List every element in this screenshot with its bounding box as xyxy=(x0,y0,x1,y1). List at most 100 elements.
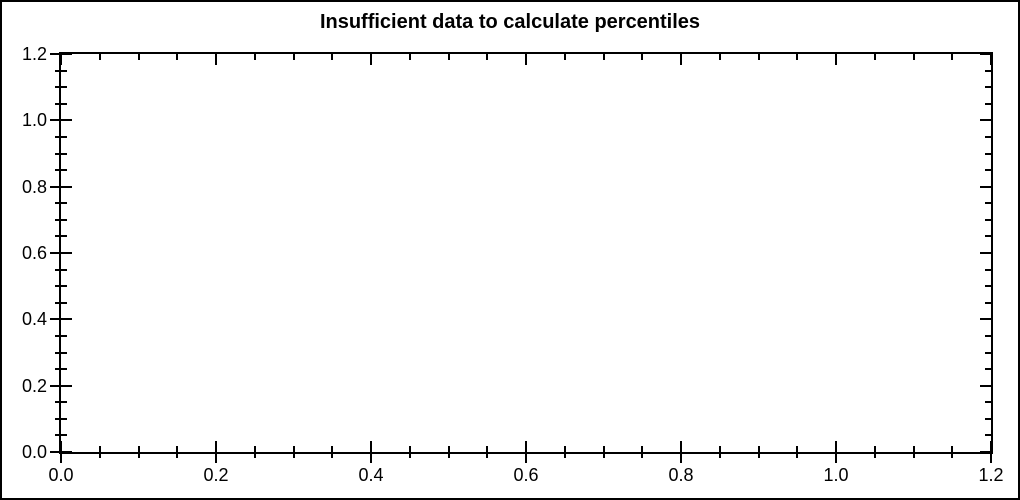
y-axis-right-major-tick xyxy=(980,318,992,320)
x-axis-top-minor-tick xyxy=(448,53,450,60)
x-axis-top-minor-tick xyxy=(138,53,140,60)
y-axis-right-major-tick xyxy=(980,252,992,254)
y-axis-right-minor-tick xyxy=(985,219,992,221)
y-axis-tick-label: 0.4 xyxy=(21,309,47,329)
y-axis-minor-tick xyxy=(55,219,67,221)
y-axis-tick-label: 0.6 xyxy=(21,243,47,263)
y-axis-minor-tick xyxy=(55,335,67,337)
y-axis-right-major-tick xyxy=(980,385,992,387)
x-axis-major-tick xyxy=(680,441,682,463)
y-axis-right-minor-tick xyxy=(985,86,992,88)
x-axis-major-tick xyxy=(525,441,527,463)
x-axis-top-minor-tick xyxy=(603,53,605,60)
y-axis-right-major-tick xyxy=(980,451,992,453)
x-axis-major-tick xyxy=(990,441,992,463)
y-axis-minor-tick xyxy=(55,434,67,436)
chart-title: Insufficient data to calculate percentil… xyxy=(319,11,701,33)
y-axis-right-minor-tick xyxy=(985,169,992,171)
x-axis-minor-tick xyxy=(641,446,643,458)
y-axis-right-minor-tick xyxy=(985,70,992,72)
x-axis-top-minor-tick xyxy=(293,53,295,60)
y-axis-minor-tick xyxy=(55,70,67,72)
x-axis-top-minor-tick xyxy=(254,53,256,60)
x-axis-top-minor-tick xyxy=(758,53,760,60)
y-axis-right-minor-tick xyxy=(985,202,992,204)
x-axis-top-minor-tick xyxy=(331,53,333,60)
y-axis-tick-label: 0.0 xyxy=(21,442,47,462)
y-axis-right-major-tick xyxy=(980,53,992,55)
y-axis-right-minor-tick xyxy=(985,434,992,436)
y-axis-right-minor-tick xyxy=(985,302,992,304)
x-axis-top-major-tick xyxy=(680,53,682,65)
y-axis-tick-label: 0.8 xyxy=(21,177,47,197)
x-axis-tick-label: 0.8 xyxy=(668,465,694,485)
x-axis-tick-label: 0.4 xyxy=(358,465,384,485)
y-axis-major-tick xyxy=(50,186,72,188)
x-axis-minor-tick xyxy=(99,446,101,458)
x-axis-top-minor-tick xyxy=(719,53,721,60)
x-axis-minor-tick xyxy=(176,446,178,458)
x-axis-top-minor-tick xyxy=(796,53,798,60)
y-axis-right-minor-tick xyxy=(985,401,992,403)
x-axis-major-tick xyxy=(215,441,217,463)
y-axis-right-minor-tick xyxy=(985,103,992,105)
y-axis-minor-tick xyxy=(55,302,67,304)
x-axis-top-minor-tick xyxy=(874,53,876,60)
y-axis-major-tick xyxy=(50,385,72,387)
x-axis-minor-tick xyxy=(331,446,333,458)
x-axis-minor-tick xyxy=(293,446,295,458)
x-axis-major-tick xyxy=(370,441,372,463)
x-axis-major-tick xyxy=(835,441,837,463)
x-axis-tick-label: 1.2 xyxy=(978,465,1004,485)
y-axis-major-tick xyxy=(50,119,72,121)
y-axis-tick-label: 1.0 xyxy=(21,110,47,130)
y-axis-minor-tick xyxy=(55,136,67,138)
x-axis-minor-tick xyxy=(874,446,876,458)
x-axis-minor-tick xyxy=(138,446,140,458)
y-axis-right-minor-tick xyxy=(985,269,992,271)
y-axis-right-minor-tick xyxy=(985,335,992,337)
y-axis-right-minor-tick xyxy=(985,153,992,155)
x-axis-minor-tick xyxy=(603,446,605,458)
x-axis-minor-tick xyxy=(758,446,760,458)
x-axis-minor-tick xyxy=(254,446,256,458)
y-axis-minor-tick xyxy=(55,202,67,204)
y-axis-minor-tick xyxy=(55,235,67,237)
y-axis-right-minor-tick xyxy=(985,352,992,354)
y-axis-major-tick xyxy=(50,451,72,453)
x-axis-top-minor-tick xyxy=(99,53,101,60)
x-axis-top-minor-tick xyxy=(641,53,643,60)
x-axis-top-major-tick xyxy=(370,53,372,65)
y-axis-tick-label: 0.2 xyxy=(21,376,47,396)
x-axis-top-major-tick xyxy=(215,53,217,65)
x-axis-top-major-tick xyxy=(525,53,527,65)
y-axis-right-minor-tick xyxy=(985,368,992,370)
y-axis-minor-tick xyxy=(55,418,67,420)
x-axis-minor-tick xyxy=(448,446,450,458)
x-axis-tick-label: 1.0 xyxy=(823,465,849,485)
y-axis-minor-tick xyxy=(55,352,67,354)
x-axis-top-major-tick xyxy=(835,53,837,65)
y-axis-right-minor-tick xyxy=(985,136,992,138)
plot-area xyxy=(59,52,993,454)
x-axis-minor-tick xyxy=(409,446,411,458)
y-axis-minor-tick xyxy=(55,153,67,155)
x-axis-minor-tick xyxy=(913,446,915,458)
x-axis-tick-label: 0.6 xyxy=(513,465,539,485)
y-axis-tick-label: 1.2 xyxy=(21,44,47,64)
x-axis-minor-tick xyxy=(796,446,798,458)
y-axis-minor-tick xyxy=(55,86,67,88)
x-axis-minor-tick xyxy=(719,446,721,458)
x-axis-tick-label: 0.0 xyxy=(48,465,74,485)
y-axis-right-minor-tick xyxy=(985,285,992,287)
x-axis-top-minor-tick xyxy=(409,53,411,60)
y-axis-right-major-tick xyxy=(980,119,992,121)
x-axis-top-minor-tick xyxy=(176,53,178,60)
x-axis-minor-tick xyxy=(486,446,488,458)
x-axis-top-minor-tick xyxy=(951,53,953,60)
y-axis-minor-tick xyxy=(55,169,67,171)
y-axis-minor-tick xyxy=(55,103,67,105)
y-axis-right-major-tick xyxy=(980,186,992,188)
y-axis-minor-tick xyxy=(55,269,67,271)
